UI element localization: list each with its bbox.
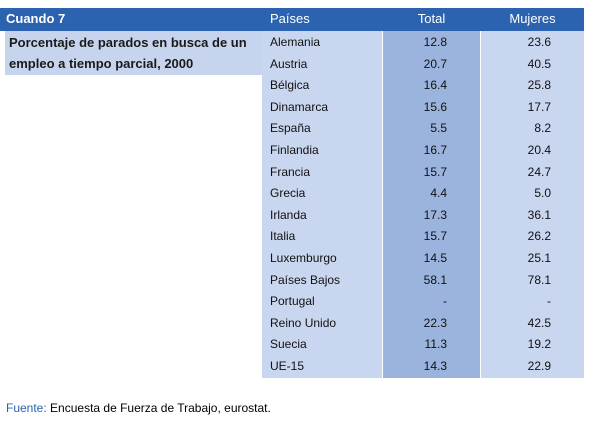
cell-value: 8.2 [534,121,551,136]
cell-value: 16.4 [423,78,447,93]
row-label: Suecia [270,337,307,352]
column-bg [481,31,584,378]
row-label: UE-15 [270,359,305,373]
cell-value: 26.2 [527,229,551,244]
row-label: Dinamarca [270,99,329,114]
cell-value: 4.4 [430,186,447,201]
column-bg [262,31,382,378]
cell-value: 17.7 [527,99,551,114]
row-label: Luxemburgo [270,251,337,265]
row-label: Irlanda [270,207,307,222]
row-label: Grecia [270,186,306,201]
cell-value: 23.6 [527,35,551,49]
cell-value: 22.3 [423,315,447,330]
footer-text: Encuesta de Fuerza de Trabajo, eurostat. [50,401,271,415]
row-label: Francia [270,164,311,179]
cell-value: 16.7 [423,143,447,157]
cell-value: 5.5 [430,121,447,136]
cell-value: 42.5 [527,315,551,330]
cell-value: 24.7 [527,164,551,179]
column-header: Países [270,8,310,30]
row-label: Reino Unido [270,315,337,330]
cell-value: 11.3 [424,337,447,352]
column-header: Total [383,8,480,30]
cell-value: 15.7 [423,229,447,244]
cell-value: - [443,294,447,309]
cell-value: 15.6 [423,99,447,114]
cell-value: 14.3 [423,359,447,373]
cell-value: 36.1 [527,207,551,222]
row-label: Italia [270,229,296,244]
cell-value: 19.2 [527,337,551,352]
footer-label: Fuente: [6,401,47,415]
column-bg [383,31,480,378]
cell-value: 25.8 [527,78,551,93]
row-label: Alemania [270,35,321,49]
row-label: Países Bajos [270,272,341,287]
cell-value: 20.7 [423,56,447,71]
cell-value: 20.4 [527,143,551,157]
cell-value: 58.1 [423,272,447,287]
table-title: Cuando 7 [6,8,66,30]
row-label: España [270,121,311,136]
cell-value: 78.1 [527,272,551,287]
cell-value: 15.7 [423,164,447,179]
cell-value: 14.5 [423,251,447,265]
row-label: Finlandia [270,143,319,157]
cell-value: 22.9 [527,359,551,373]
row-label: Portugal [270,294,315,309]
cell-value: 17.3 [423,207,447,222]
column-header: Mujeres [481,8,584,30]
row-label: Austria [270,56,308,71]
cell-value: 40.5 [527,56,551,71]
table-description: Porcentaje de parados en busca de un emp… [5,31,262,75]
cell-value: 5.0 [534,186,551,201]
cell-value: 25.1 [527,251,551,265]
row-label: Bélgica [270,78,310,93]
cell-value: - [547,294,551,309]
footer: Fuente: Encuesta de Fuerza de Trabajo, e… [6,401,271,415]
cell-value: 12.8 [423,35,447,49]
